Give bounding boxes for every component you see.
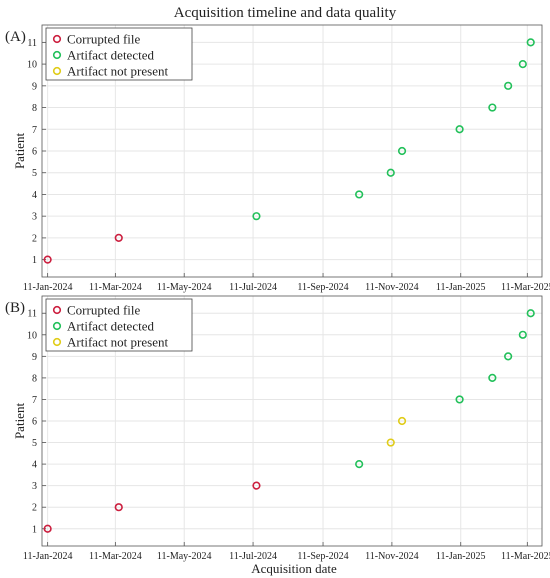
data-point xyxy=(526,309,535,318)
x-tick-label: 11-Nov-2024 xyxy=(365,282,419,293)
x-tick-label: 11-Jan-2025 xyxy=(436,282,486,293)
data-point xyxy=(43,524,52,533)
x-tick-label: 11-Jan-2024 xyxy=(23,551,73,562)
y-tick-label: 2 xyxy=(32,503,37,514)
data-point xyxy=(397,416,407,426)
y-tick-label: 3 xyxy=(32,212,37,223)
data-point xyxy=(355,190,364,199)
panel-label: (B) xyxy=(5,300,25,316)
x-tick-label: 11-May-2024 xyxy=(157,551,212,562)
data-point xyxy=(455,395,464,404)
legend-label: Corrupted file xyxy=(67,32,141,47)
data-point xyxy=(397,146,407,156)
y-tick-label: 10 xyxy=(27,330,37,341)
figure-title: Acquisition timeline and data quality xyxy=(174,5,397,21)
legend-box xyxy=(45,27,193,81)
data-point xyxy=(488,373,497,382)
legend-label: Artifact detected xyxy=(67,319,154,334)
y-axis-label: Patient xyxy=(12,133,27,169)
data-point xyxy=(355,460,364,469)
y-tick-label: 6 xyxy=(32,417,37,428)
data-point xyxy=(252,212,261,221)
data-point xyxy=(386,438,395,447)
legend-marker xyxy=(52,321,62,331)
y-tick-label: 1 xyxy=(32,524,37,535)
legend-marker xyxy=(52,66,62,76)
legend-label: Artifact not present xyxy=(67,335,168,350)
y-tick-label: 5 xyxy=(32,438,37,449)
y-tick-label: 4 xyxy=(32,190,37,201)
legend-label: Artifact not present xyxy=(67,64,168,79)
y-tick-label: 3 xyxy=(32,481,37,492)
legend-box xyxy=(45,298,193,352)
y-tick-label: 8 xyxy=(32,373,37,384)
legend-marker xyxy=(52,337,62,347)
y-tick-label: 11 xyxy=(27,309,37,320)
data-point xyxy=(43,255,52,264)
y-tick-label: 7 xyxy=(32,125,37,136)
x-tick-label: 11-Nov-2024 xyxy=(365,551,419,562)
y-tick-label: 4 xyxy=(32,460,37,471)
panel-b: 11-Jan-2024 11-Mar-2024 11-May-2024 11-Jul-… xyxy=(5,295,550,562)
data-point xyxy=(455,125,464,134)
data-point xyxy=(114,503,123,512)
x-tick-label: 11-Jul-2024 xyxy=(229,282,277,293)
y-tick-label: 6 xyxy=(32,147,37,158)
legend-marker xyxy=(52,34,62,44)
data-point xyxy=(252,481,261,490)
y-tick-label: 7 xyxy=(32,395,37,406)
x-tick-label: 11-Sep-2024 xyxy=(297,282,348,293)
data-point xyxy=(386,168,395,177)
x-tick-label: 11-Mar-2025 xyxy=(501,282,550,293)
y-tick-label: 2 xyxy=(32,233,37,244)
x-tick-label: 11-Sep-2024 xyxy=(297,551,348,562)
data-point xyxy=(504,352,513,361)
y-tick-label: 8 xyxy=(32,103,37,114)
data-point xyxy=(488,103,497,112)
legend-marker xyxy=(52,305,62,315)
data-point xyxy=(518,330,527,339)
data-point xyxy=(518,60,527,69)
data-point xyxy=(114,233,123,242)
x-tick-label: 11-Mar-2025 xyxy=(501,551,550,562)
x-tick-label: 11-Mar-2024 xyxy=(89,282,142,293)
y-tick-label: 5 xyxy=(32,168,37,179)
data-point xyxy=(504,81,513,90)
x-tick-label: 11-Jan-2024 xyxy=(23,282,73,293)
x-tick-label: 11-Jul-2024 xyxy=(229,551,277,562)
legend-label: Corrupted file xyxy=(67,303,141,318)
legend-marker xyxy=(52,50,62,60)
x-tick-label: 11-Jan-2025 xyxy=(436,551,486,562)
y-tick-label: 9 xyxy=(32,352,37,363)
y-tick-label: 1 xyxy=(32,255,37,266)
data-point xyxy=(526,38,535,47)
y-axis-label: Patient xyxy=(12,403,27,439)
panel-label: (A) xyxy=(5,29,26,45)
legend-label: Artifact detected xyxy=(67,48,154,63)
x-axis-label: Acquisition date xyxy=(251,561,337,576)
y-tick-label: 9 xyxy=(32,81,37,92)
x-tick-label: 11-May-2024 xyxy=(157,282,212,293)
panel-a: 11-Jan-2024 11-Mar-2024 11-May-2024 11-Jul-… xyxy=(5,24,550,293)
y-tick-label: 11 xyxy=(27,38,37,49)
y-tick-label: 10 xyxy=(27,60,37,71)
x-tick-label: 11-Mar-2024 xyxy=(89,551,142,562)
